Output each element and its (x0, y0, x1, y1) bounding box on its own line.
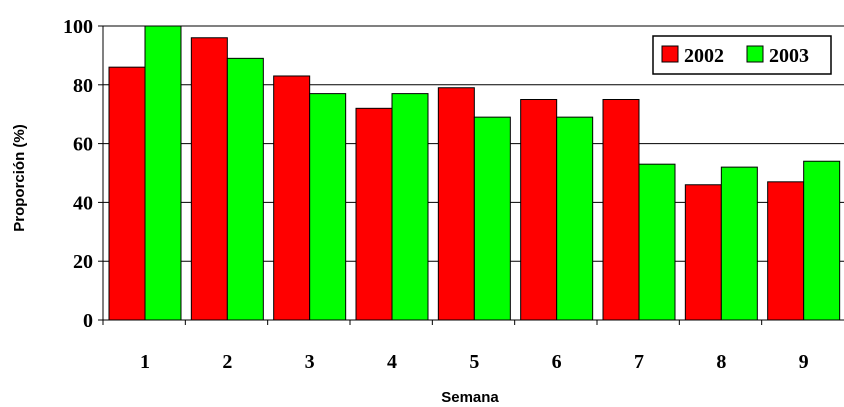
x-tick-label-7: 7 (634, 351, 644, 373)
y-tick-label-80: 80 (73, 75, 93, 97)
bar-2002-semana-3 (273, 75, 311, 321)
bar-2003-semana-4 (391, 93, 429, 321)
bar-2003-semana-1 (144, 25, 182, 321)
x-tick-label-9: 9 (799, 351, 809, 373)
legend-box (652, 35, 832, 75)
x-tick-label-6: 6 (552, 351, 562, 373)
bar-2003-semana-6 (556, 116, 594, 321)
bar-2003-semana-8 (720, 166, 758, 321)
legend: 2002 2003 (652, 35, 832, 75)
legend-label-2002: 2002 (684, 45, 724, 67)
bar-2003-semana-7 (638, 163, 676, 321)
bar-2002-semana-2 (190, 37, 228, 321)
x-ticks: 1 2 3 4 5 6 7 8 9 (102, 320, 809, 373)
x-tick-label-8: 8 (716, 351, 726, 373)
bar-2002-semana-8 (684, 184, 722, 321)
y-tick-label-0: 0 (83, 310, 93, 332)
y-tick-label-100: 100 (63, 16, 93, 38)
x-tick-label-4: 4 (387, 351, 397, 373)
bar-2002-semana-7 (602, 99, 640, 321)
x-tick-label-1: 1 (140, 351, 150, 373)
axes (102, 26, 844, 321)
x-axis-title: Semana (441, 389, 499, 406)
bar-2003-semana-3 (309, 93, 347, 321)
legend-label-2003: 2003 (769, 45, 809, 67)
bars (108, 25, 841, 321)
legend-swatch-2002 (661, 45, 679, 63)
y-ticks: 0 20 40 60 80 100 (63, 16, 103, 332)
y-axis-title: Proporción (%) (11, 124, 28, 232)
y-tick-label-20: 20 (73, 251, 93, 273)
bar-2002-semana-4 (355, 107, 393, 321)
bar-2003-semana-9 (803, 160, 841, 321)
x-tick-label-3: 3 (305, 351, 315, 373)
x-tick-label-2: 2 (222, 351, 232, 373)
x-tick-label-5: 5 (469, 351, 479, 373)
y-tick-label-40: 40 (73, 192, 93, 214)
bar-2002-semana-9 (767, 181, 805, 321)
bar-2002-semana-1 (108, 66, 146, 321)
y-tick-label-60: 60 (73, 134, 93, 156)
bar-2002-semana-6 (520, 99, 558, 321)
legend-swatch-2003 (746, 45, 764, 63)
bar-2003-semana-2 (226, 57, 264, 321)
bar-2003-semana-5 (473, 116, 511, 321)
bar-2002-semana-5 (437, 87, 475, 321)
